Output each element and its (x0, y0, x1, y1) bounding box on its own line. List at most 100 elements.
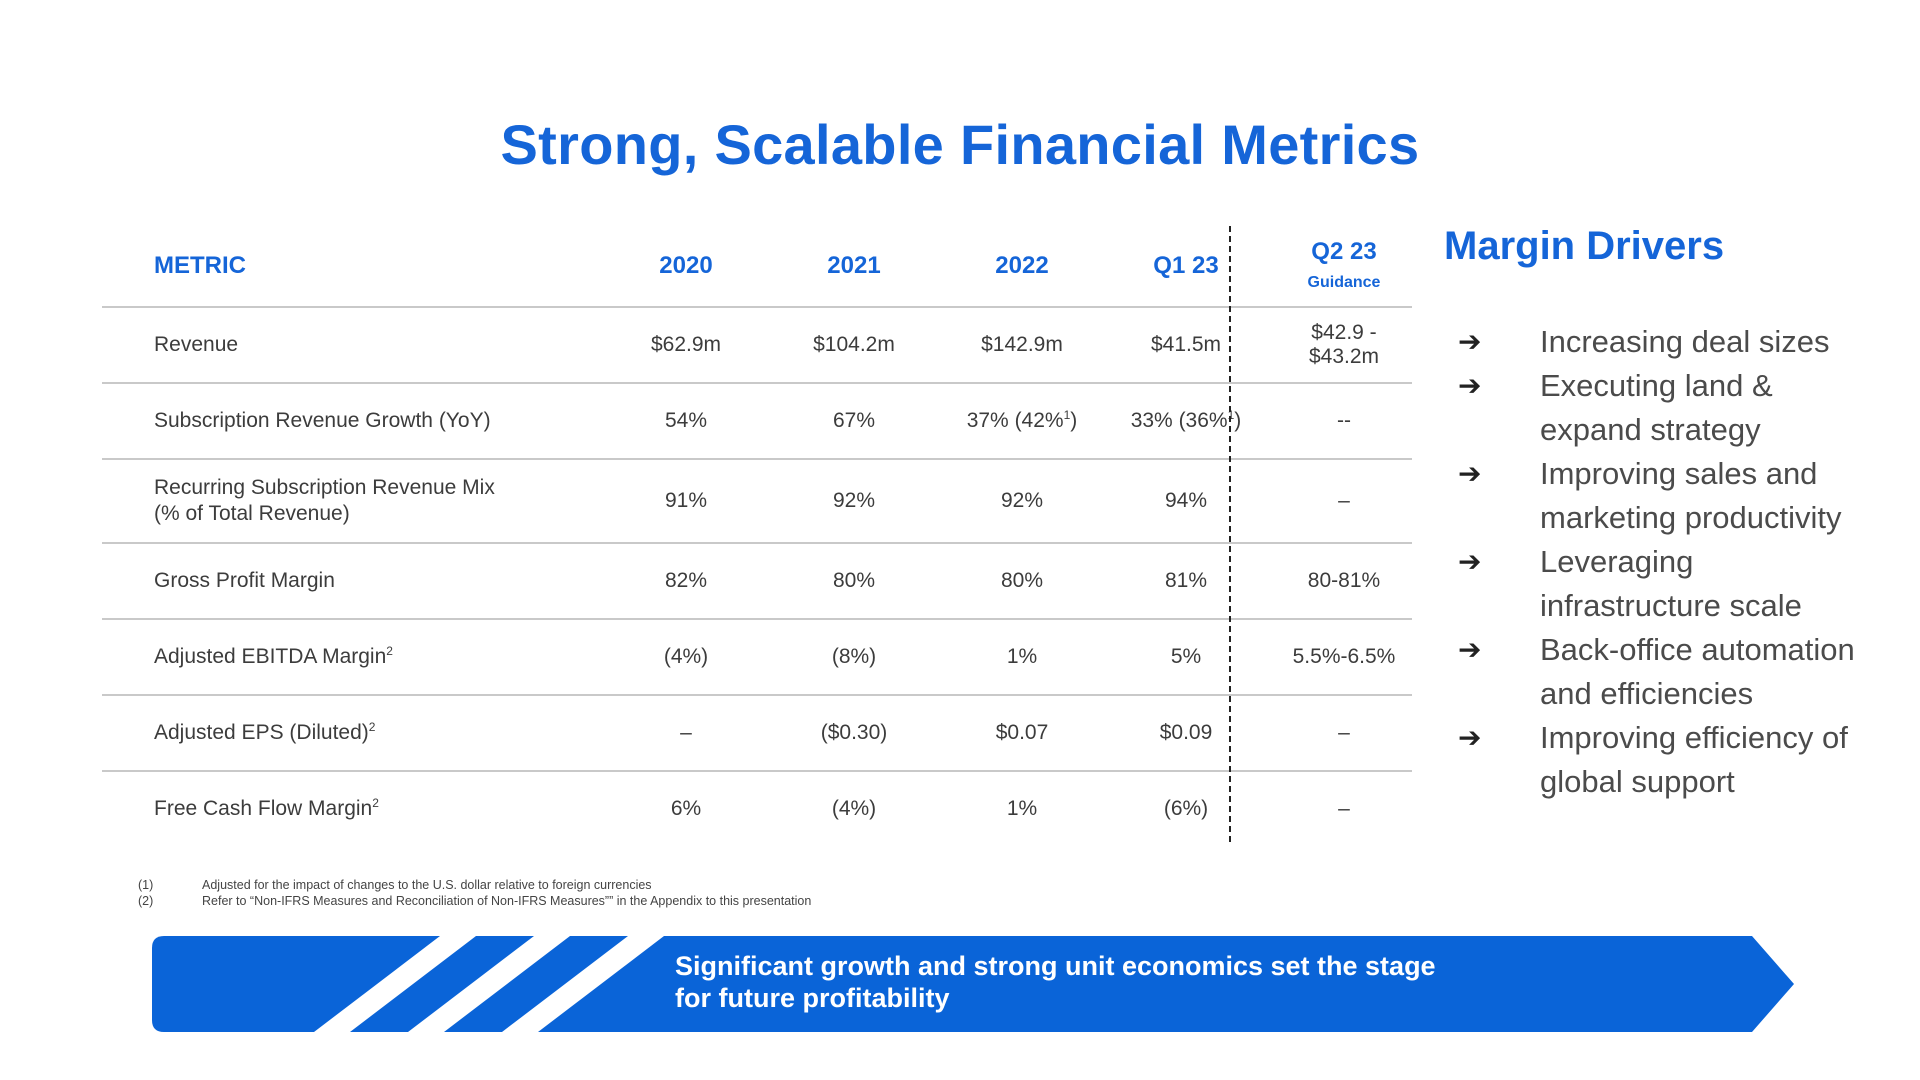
value-main: 37% (42% (966, 409, 1064, 432)
row-q2-guidance: $42.9 - $43.2m (1308, 321, 1380, 368)
footnote-text: Adjusted for the impact of changes to th… (202, 878, 652, 892)
row-2022: 1% (1006, 645, 1038, 668)
arrow-right-icon: ➔ (1458, 458, 1482, 489)
row-q1-23: $0.09 (1159, 721, 1213, 744)
row-metric: Free Cash Flow Margin2 (102, 797, 602, 821)
margin-drivers-list: ➔ Increasing deal sizes ➔ Executing land &… (1458, 320, 1898, 804)
arrow-right-icon: ➔ (1458, 546, 1482, 577)
row-2021: 80% (832, 569, 876, 592)
list-item: ➔ Leveraging infrastructure scale (1458, 540, 1898, 628)
banner-stripe (350, 936, 534, 1032)
header-q1-23: Q1 23 (1153, 252, 1219, 279)
footnote-ref: 2 (372, 796, 379, 810)
row-2022: 92% (1000, 489, 1044, 512)
header-q2-23-guidance: Q2 23 Guidance (1266, 238, 1412, 294)
table-row: Subscription Revenue Growth (YoY) 54% 67… (102, 384, 1412, 460)
row-2022: $142.9m (981, 333, 1063, 356)
row-2020: – (680, 721, 692, 744)
row-q1-23: 33% (36%1) (1106, 409, 1266, 433)
footnote-number: (1) (138, 878, 154, 892)
row-q1-23: 5% (1170, 645, 1202, 668)
row-q1-23: $41.5m (1150, 333, 1222, 356)
footnote-text: Refer to “Non-IFRS Measures and Reconcil… (202, 894, 812, 908)
row-metric: Adjusted EPS (Diluted)2 (102, 721, 602, 745)
table-row: Adjusted EPS (Diluted)2 – ($0.30) $0.07 … (102, 696, 1412, 772)
driver-text: Back-office automation and efficiencies (1540, 632, 1855, 711)
banner-line-1: Significant growth and strong unit econo… (675, 951, 1436, 981)
driver-text: Executing land & expand strategy (1540, 368, 1773, 447)
list-item: ➔ Increasing deal sizes (1458, 320, 1898, 364)
list-item: ➔ Back-office automation and efficiencies (1458, 628, 1898, 716)
header-2022: 2022 (995, 252, 1049, 279)
guidance-header-suffix: Guidance (1307, 274, 1381, 291)
banner-arrow-body (538, 936, 1794, 1032)
table-row: Free Cash Flow Margin2 6% (4%) 1% (6%) – (102, 772, 1412, 846)
list-item: ➔ Executing land & expand strategy (1458, 364, 1898, 452)
row-q1-23: 81% (1164, 569, 1208, 592)
row-2020: 54% (664, 409, 708, 432)
value-tail: ) (1234, 409, 1242, 432)
list-item: ➔ Improving sales and marketing productiv… (1458, 452, 1898, 540)
row-q1-23: 94% (1164, 489, 1208, 512)
arrow-right-icon: ➔ (1458, 326, 1482, 357)
value-main: 33% (36% (1130, 409, 1228, 432)
row-2022: $0.07 (995, 721, 1049, 744)
driver-text: Increasing deal sizes (1540, 324, 1830, 359)
banner-arrow-shape (152, 936, 440, 1032)
summary-banner (152, 936, 1794, 1032)
arrow-right-icon: ➔ (1458, 634, 1482, 665)
header-2021: 2021 (827, 252, 881, 279)
table-row: Recurring Subscription Revenue Mix (% of… (102, 460, 1412, 544)
row-2021: (4%) (831, 797, 877, 820)
metric-label: Adjusted EBITDA Margin (154, 645, 387, 668)
list-item: ➔ Improving efficiency of global support (1458, 716, 1898, 804)
row-metric: Subscription Revenue Growth (YoY) (154, 409, 491, 432)
row-metric-line1: Recurring Subscription Revenue Mix (154, 476, 495, 499)
row-2021: $104.2m (813, 333, 895, 356)
banner-stripe (444, 936, 628, 1032)
guidance-header-label: Q2 23 (1311, 238, 1377, 265)
metric-label: Free Cash Flow Margin (154, 797, 373, 820)
row-q2-guidance: – (1338, 489, 1350, 512)
banner-line-2: for future profitability (675, 983, 950, 1013)
driver-text: Improving efficiency of global support (1540, 720, 1848, 799)
row-2021: (8%) (831, 645, 877, 668)
row-metric: Adjusted EBITDA Margin2 (102, 645, 602, 669)
arrow-right-icon: ➔ (1458, 722, 1482, 753)
header-metric: METRIC (154, 252, 246, 279)
row-2021: 67% (832, 409, 876, 432)
footnote-ref: 2 (386, 644, 393, 658)
row-q2-guidance: – (1338, 721, 1350, 744)
footnote-ref: 1 (1063, 408, 1071, 422)
row-q2-guidance: -- (1337, 409, 1351, 432)
table-header-row: METRIC 2020 2021 2022 Q1 23 Q2 23 Guidan… (102, 226, 1412, 308)
guidance-divider (1229, 226, 1231, 842)
footnote-1: (1) Adjusted for the impact of changes to… (138, 878, 652, 892)
footnote-2: (2) Refer to “Non-IFRS Measures and Recon… (138, 894, 811, 908)
margin-drivers-title: Margin Drivers (1444, 224, 1725, 268)
row-metric: Revenue (154, 333, 239, 356)
row-2020: 91% (664, 489, 708, 512)
footnote-ref: 2 (368, 720, 376, 734)
row-2021: 92% (832, 489, 876, 512)
footnote-number: (2) (138, 894, 154, 908)
row-q2-guidance: 5.5%-6.5% (1292, 645, 1396, 668)
row-2022: 80% (1000, 569, 1044, 592)
driver-text: Leveraging infrastructure scale (1540, 544, 1802, 623)
row-2022: 1% (1006, 797, 1038, 820)
row-2020: 82% (664, 569, 708, 592)
row-q1-23: (6%) (1163, 797, 1209, 820)
row-metric: Gross Profit Margin (154, 569, 335, 592)
metric-label: Adjusted EPS (Diluted) (154, 721, 369, 744)
row-metric: Recurring Subscription Revenue Mix (% of… (102, 475, 602, 527)
row-q2-guidance: 80-81% (1307, 569, 1381, 592)
header-2020: 2020 (659, 252, 713, 279)
row-2020: (4%) (663, 645, 709, 668)
table-row: Revenue $62.9m $104.2m $142.9m $41.5m $4… (102, 308, 1412, 384)
arrow-right-icon: ➔ (1458, 370, 1482, 401)
row-2021: ($0.30) (820, 721, 888, 744)
row-2022: 37% (42%1) (938, 409, 1106, 433)
row-2020: $62.9m (650, 333, 722, 356)
table-row: Gross Profit Margin 82% 80% 80% 81% 80-8… (102, 544, 1412, 620)
row-2020: 6% (670, 797, 702, 820)
